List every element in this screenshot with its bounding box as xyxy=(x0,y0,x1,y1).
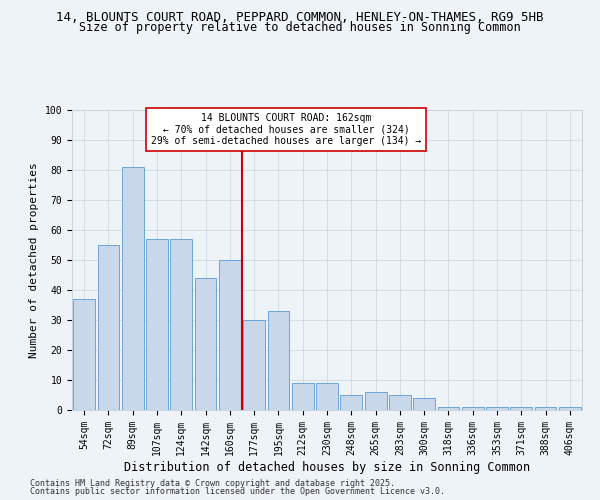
Bar xyxy=(486,407,508,410)
Bar xyxy=(268,311,289,410)
Bar xyxy=(243,320,265,410)
Bar xyxy=(292,383,314,410)
Bar xyxy=(365,392,386,410)
Bar xyxy=(122,167,143,410)
Bar xyxy=(340,395,362,410)
Bar xyxy=(462,407,484,410)
Bar xyxy=(170,239,192,410)
Text: Contains HM Land Registry data © Crown copyright and database right 2025.: Contains HM Land Registry data © Crown c… xyxy=(30,478,395,488)
Y-axis label: Number of detached properties: Number of detached properties xyxy=(29,162,39,358)
Text: 14 BLOUNTS COURT ROAD: 162sqm
← 70% of detached houses are smaller (324)
29% of : 14 BLOUNTS COURT ROAD: 162sqm ← 70% of d… xyxy=(151,113,421,146)
Bar xyxy=(194,278,217,410)
Bar xyxy=(437,407,460,410)
Bar xyxy=(389,395,411,410)
Bar xyxy=(73,299,95,410)
Bar xyxy=(535,407,556,410)
Bar xyxy=(316,383,338,410)
Bar xyxy=(219,260,241,410)
Bar xyxy=(413,398,435,410)
Bar xyxy=(146,239,168,410)
Text: Size of property relative to detached houses in Sonning Common: Size of property relative to detached ho… xyxy=(79,21,521,34)
Text: Contains public sector information licensed under the Open Government Licence v3: Contains public sector information licen… xyxy=(30,487,445,496)
Text: 14, BLOUNTS COURT ROAD, PEPPARD COMMON, HENLEY-ON-THAMES, RG9 5HB: 14, BLOUNTS COURT ROAD, PEPPARD COMMON, … xyxy=(56,11,544,24)
Bar xyxy=(511,407,532,410)
Bar xyxy=(559,407,581,410)
X-axis label: Distribution of detached houses by size in Sonning Common: Distribution of detached houses by size … xyxy=(124,460,530,473)
Bar xyxy=(97,245,119,410)
